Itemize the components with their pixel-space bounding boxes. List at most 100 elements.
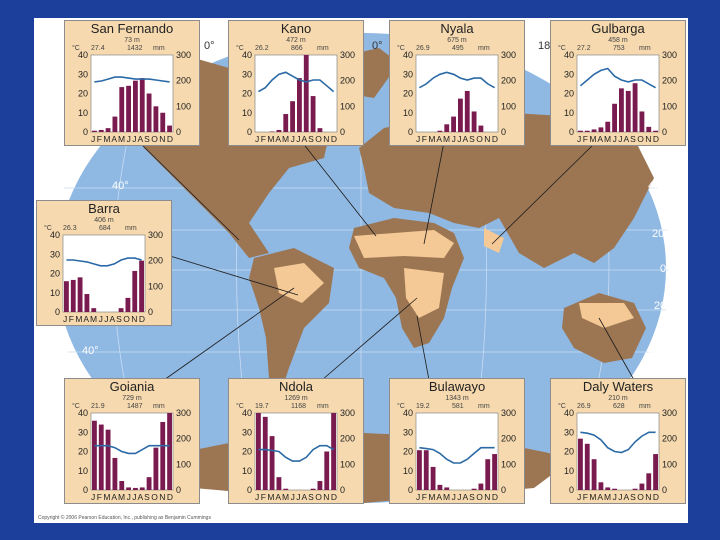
climograph-6: Ndola 1269 m °C 19.7 1168 mm 40 30 20 10 0 300 200 10… (228, 378, 364, 504)
precip-tick-label: 300 (340, 408, 355, 418)
stat-temp-label: °C (397, 45, 405, 52)
temp-tick-label: 40 (242, 408, 252, 418)
temp-tick-label: 40 (403, 408, 413, 418)
precip-tick-label: 0 (176, 485, 181, 495)
stat-precip-unit: mm (478, 403, 490, 410)
precip-tick-label: 100 (501, 101, 516, 111)
lon-label-top-3: 18 (538, 40, 551, 52)
station-elevation: 406 m (94, 217, 114, 224)
stat-avg-temp: 26.9 (416, 45, 430, 52)
temp-tick-label: 0 (247, 127, 252, 137)
precip-bar (125, 297, 131, 312)
precip-bar (139, 487, 145, 490)
plot-area (576, 54, 660, 133)
temp-tick-label: 30 (403, 427, 413, 437)
stat-total-precip: 581 (452, 403, 464, 410)
stat-total-precip: 1487 (127, 403, 143, 410)
precip-tick-label: 300 (501, 408, 516, 418)
precip-bar (417, 450, 422, 490)
temperature-line (94, 444, 170, 455)
month-labels: J F M A M J J A S O N D (255, 134, 337, 144)
precip-bar (632, 488, 638, 490)
station-elevation: 210 m (608, 395, 628, 402)
precip-bar (639, 111, 645, 132)
station-elevation: 675 m (447, 37, 467, 44)
station-name: Gulbarga (591, 21, 645, 36)
temp-tick-label: 30 (50, 249, 60, 259)
plot-area (254, 412, 338, 491)
lat-label-right-40n: 40° (648, 180, 665, 192)
precip-tick-label: 0 (176, 127, 181, 137)
precip-bar (464, 90, 470, 132)
precip-bar (283, 488, 289, 490)
temp-tick-label: 30 (78, 427, 88, 437)
precip-bar (598, 127, 604, 132)
precip-bar (283, 114, 289, 132)
precip-bar (430, 466, 436, 490)
precip-bar (612, 103, 617, 132)
temp-tick-label: 40 (78, 50, 88, 60)
precip-bar (98, 424, 104, 490)
precip-tick-label: 0 (148, 307, 153, 317)
stat-total-precip: 628 (613, 403, 625, 410)
climograph-5: Goiania 729 m °C 21.9 1487 mm 40 30 20 10 0 300 200 1… (64, 378, 200, 504)
precip-tick-label: 100 (340, 101, 355, 111)
precip-bar (70, 279, 76, 312)
stat-temp-label: °C (236, 403, 244, 410)
temp-tick-label: 0 (247, 485, 252, 495)
temp-tick-label: 30 (564, 427, 574, 437)
stat-precip-unit: mm (639, 45, 651, 52)
precip-bar (584, 443, 590, 490)
precip-bar (290, 101, 295, 132)
climograph-8: Daly Waters 210 m °C 26.9 628 mm 40 30 20 10 0 300 2… (550, 378, 686, 504)
precip-tick-label: 0 (340, 127, 345, 137)
precip-tick-label: 200 (340, 76, 355, 86)
precip-bar (262, 416, 268, 490)
precip-bar (598, 482, 604, 490)
stat-temp-label: °C (558, 403, 566, 410)
precip-tick-label: 300 (501, 50, 516, 60)
stat-precip-unit: mm (153, 403, 165, 410)
plot-area (254, 54, 338, 133)
month-labels: J F M A M J J A S O N D (91, 492, 173, 502)
plot-area (90, 54, 174, 133)
precip-bar (256, 413, 261, 490)
temp-tick-label: 30 (242, 69, 252, 79)
temp-tick-label: 20 (242, 447, 252, 457)
temp-tick-label: 40 (78, 408, 88, 418)
plot-area (415, 54, 499, 133)
precip-bar (584, 130, 590, 132)
precip-bar (646, 126, 652, 132)
temperature-line (580, 431, 656, 454)
temp-tick-label: 20 (78, 89, 88, 99)
month-labels: J F M A M J J A S O N D (577, 134, 659, 144)
station-name: Barra (88, 201, 120, 216)
precip-bar (91, 308, 97, 312)
temp-tick-label: 0 (55, 307, 60, 317)
temp-tick-label: 10 (403, 108, 413, 118)
station-elevation: 73 m (124, 37, 140, 44)
lat-label-right-40s: 40° (648, 345, 665, 357)
stat-avg-temp: 19.7 (255, 403, 269, 410)
temp-tick-label: 30 (242, 427, 252, 437)
precip-bar (578, 130, 583, 132)
climograph-0: San Fernando 73 m °C 27.4 1432 mm 40 30 20 10 0 300… (64, 20, 200, 146)
precip-bar (92, 130, 97, 132)
month-labels: J F M A M J J A S O N D (63, 314, 145, 324)
precip-bar (269, 131, 275, 132)
precip-bar (64, 281, 69, 312)
precip-tick-label: 100 (501, 459, 516, 469)
precip-bar (605, 487, 611, 490)
precip-bar (133, 487, 138, 490)
stat-total-precip: 1432 (127, 45, 143, 52)
station-elevation: 1269 m (284, 395, 308, 402)
stat-avg-temp: 21.9 (91, 403, 105, 410)
stat-temp-label: °C (72, 403, 80, 410)
precip-tick-label: 300 (662, 50, 677, 60)
precip-bar (98, 129, 104, 132)
